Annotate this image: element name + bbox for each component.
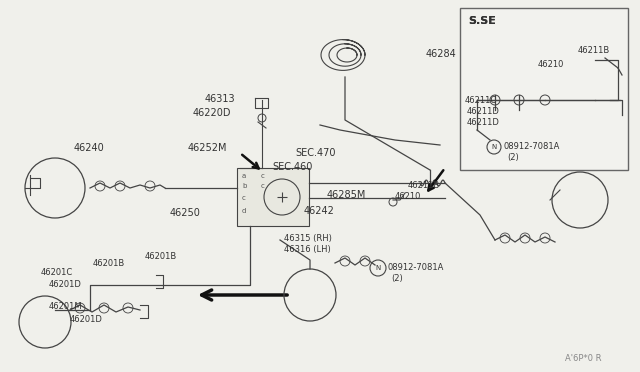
Text: 46316 (LH): 46316 (LH) — [284, 245, 331, 254]
Text: 46242: 46242 — [304, 206, 335, 216]
Text: 46210: 46210 — [538, 60, 564, 69]
Text: b: b — [242, 183, 246, 189]
Text: 46220D: 46220D — [193, 108, 232, 118]
Text: 46211C: 46211C — [465, 96, 497, 105]
Text: d: d — [242, 208, 246, 214]
Text: c: c — [261, 183, 265, 189]
Text: 46315 (RH): 46315 (RH) — [284, 234, 332, 243]
Text: 46211D: 46211D — [467, 107, 500, 116]
Text: 46250: 46250 — [170, 208, 201, 218]
Text: 46252M: 46252M — [188, 143, 227, 153]
Text: a: a — [242, 173, 246, 179]
Text: 46210: 46210 — [395, 192, 421, 201]
Text: 46201B: 46201B — [93, 259, 125, 268]
Text: 46201D: 46201D — [70, 315, 103, 324]
Text: (2): (2) — [507, 153, 519, 162]
Text: (2): (2) — [391, 274, 403, 283]
Text: A'6P*0 R: A'6P*0 R — [565, 354, 602, 363]
Text: SEC.470: SEC.470 — [295, 148, 335, 158]
Text: SEC.460: SEC.460 — [272, 162, 312, 172]
Text: c: c — [242, 195, 246, 201]
Text: 46201B: 46201B — [145, 252, 177, 261]
Text: N: N — [492, 144, 497, 150]
Text: 46201M: 46201M — [49, 302, 83, 311]
Text: 46211D: 46211D — [467, 118, 500, 127]
Text: c: c — [261, 173, 265, 179]
Text: 46211B: 46211B — [408, 181, 440, 190]
Text: 08912-7081A: 08912-7081A — [388, 263, 444, 272]
Bar — [237, 168, 309, 226]
Text: 46240: 46240 — [74, 143, 105, 153]
Text: 46201D: 46201D — [49, 280, 82, 289]
Text: S.SE: S.SE — [468, 16, 496, 26]
Text: S.SE: S.SE — [468, 16, 496, 26]
Bar — [460, 8, 628, 170]
Text: 46211B: 46211B — [578, 46, 611, 55]
Text: 46201C: 46201C — [41, 268, 73, 277]
Text: 08912-7081A: 08912-7081A — [504, 142, 561, 151]
Text: 46284: 46284 — [426, 49, 457, 59]
Text: 46313: 46313 — [205, 94, 236, 104]
Text: 46285M: 46285M — [327, 190, 366, 200]
Text: N: N — [376, 265, 381, 271]
